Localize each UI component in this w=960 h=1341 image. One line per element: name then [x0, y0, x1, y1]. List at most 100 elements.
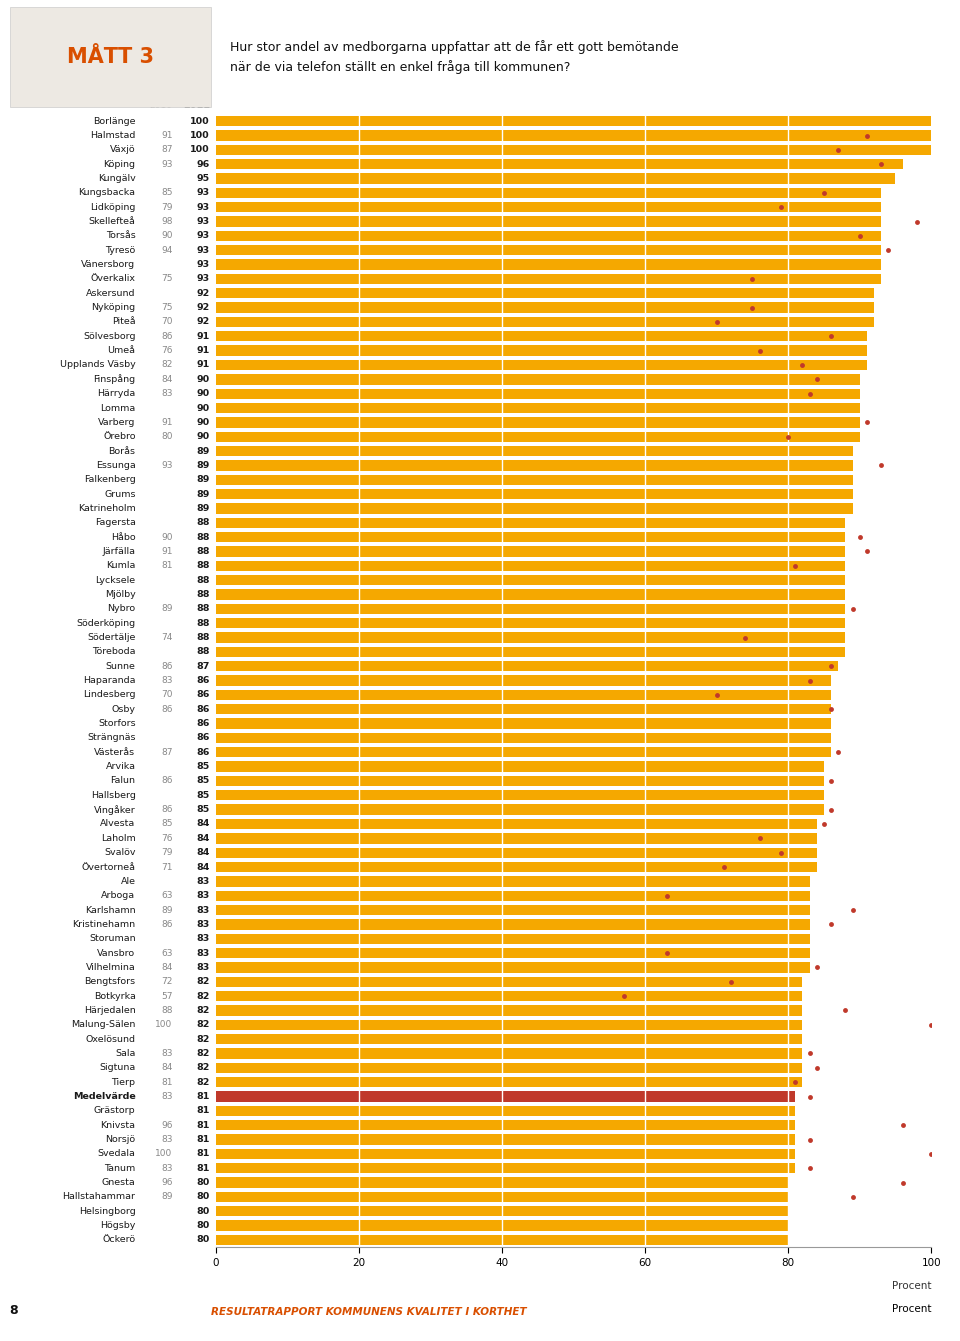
Bar [216, 532, 846, 542]
Text: Vänersborg: Vänersborg [82, 260, 135, 270]
Text: 88: 88 [196, 633, 210, 642]
Text: Nybro: Nybro [108, 605, 135, 613]
Bar [216, 719, 831, 728]
Text: Strängnäs: Strängnäs [87, 734, 135, 743]
Bar [216, 1134, 795, 1145]
Text: 91: 91 [197, 346, 210, 355]
Text: Södertälje: Södertälje [87, 633, 135, 642]
Text: 86: 86 [197, 676, 210, 685]
Text: 63: 63 [161, 892, 173, 900]
Bar [216, 933, 809, 944]
Text: Halmstad: Halmstad [90, 131, 135, 139]
Text: 96: 96 [161, 1121, 173, 1129]
Text: 83: 83 [161, 1049, 173, 1058]
Text: Malung-Sälen: Malung-Sälen [71, 1021, 135, 1030]
Bar [216, 919, 809, 929]
Text: Köping: Köping [104, 160, 135, 169]
Text: Lomma: Lomma [100, 404, 135, 413]
Text: 87: 87 [161, 145, 173, 154]
Text: Härryda: Härryda [97, 389, 135, 398]
Bar [216, 561, 846, 571]
Text: 88: 88 [196, 532, 210, 542]
Text: MÅТТ 3: MÅТТ 3 [67, 47, 154, 67]
Text: Kungsbacka: Kungsbacka [79, 188, 135, 197]
Bar [216, 359, 867, 370]
Bar [216, 575, 846, 585]
Text: 89: 89 [197, 461, 210, 469]
Text: Söderköping: Söderköping [77, 618, 135, 628]
Text: 92: 92 [197, 318, 210, 326]
Bar [216, 374, 860, 385]
Text: 80: 80 [197, 1235, 210, 1244]
Bar [216, 518, 846, 528]
Text: 93: 93 [197, 188, 210, 197]
Text: Svedala: Svedala [98, 1149, 135, 1159]
Text: 83: 83 [161, 1134, 173, 1144]
Text: 93: 93 [197, 275, 210, 283]
Bar [216, 905, 809, 915]
Text: 82: 82 [197, 1021, 210, 1030]
Text: 93: 93 [197, 217, 210, 227]
Bar [216, 1192, 788, 1202]
Text: Procent: Procent [892, 1281, 931, 1290]
Text: 84: 84 [161, 963, 173, 972]
Text: Kungälv: Kungälv [98, 174, 135, 182]
Text: 91: 91 [161, 418, 173, 426]
Text: 93: 93 [161, 461, 173, 469]
Text: Haparanda: Haparanda [83, 676, 135, 685]
Text: 90: 90 [197, 432, 210, 441]
Bar [216, 1062, 803, 1073]
Bar [216, 130, 931, 141]
Text: 89: 89 [197, 475, 210, 484]
Text: 90: 90 [197, 418, 210, 426]
Text: 100: 100 [190, 145, 210, 154]
Text: 88: 88 [161, 1006, 173, 1015]
Text: Arboga: Arboga [102, 892, 135, 900]
Bar [216, 732, 831, 743]
Bar [216, 676, 831, 685]
Text: 90: 90 [197, 375, 210, 384]
Bar [216, 245, 881, 255]
Text: Järfälla: Järfälla [103, 547, 135, 557]
Text: Hur stor andel av medborgarna uppfattar att de får ett gott bemötande
när de via: Hur stor andel av medborgarna uppfattar … [230, 40, 679, 74]
Text: 86: 86 [161, 805, 173, 814]
Bar [216, 1106, 795, 1116]
Bar [216, 890, 809, 901]
Text: 84: 84 [161, 375, 173, 384]
Text: 85: 85 [161, 188, 173, 197]
Bar [216, 1235, 788, 1246]
Bar [216, 948, 809, 959]
Text: Sölvesborg: Sölvesborg [83, 331, 135, 341]
Text: 75: 75 [161, 303, 173, 312]
Bar [216, 876, 809, 886]
Text: 98: 98 [161, 217, 173, 227]
Text: Grästorp: Grästorp [94, 1106, 135, 1116]
Bar [216, 833, 817, 843]
Bar [216, 288, 874, 299]
Bar [216, 689, 831, 700]
FancyBboxPatch shape [10, 7, 211, 107]
Text: Övertorneå: Övertorneå [82, 862, 135, 872]
Bar [216, 173, 896, 184]
Text: Medelvärde: Medelvärde [73, 1092, 135, 1101]
Text: 84: 84 [197, 834, 210, 843]
Text: 85: 85 [197, 762, 210, 771]
Text: Kristinehamn: Kristinehamn [72, 920, 135, 929]
Text: 88: 88 [196, 648, 210, 656]
Text: 93: 93 [197, 232, 210, 240]
Text: 83: 83 [197, 935, 210, 943]
Text: 82: 82 [197, 1063, 210, 1073]
Text: 88: 88 [196, 618, 210, 628]
Text: Nyköping: Nyköping [91, 303, 135, 312]
Text: Upplands Väsby: Upplands Väsby [60, 361, 135, 370]
Text: 86: 86 [161, 331, 173, 341]
Text: 86: 86 [197, 734, 210, 743]
Text: 82: 82 [197, 978, 210, 986]
Text: 84: 84 [197, 819, 210, 829]
Text: 76: 76 [161, 346, 173, 355]
Bar [216, 475, 852, 485]
Text: 80: 80 [197, 1192, 210, 1202]
Text: 57: 57 [161, 991, 173, 1000]
Text: 80: 80 [161, 432, 173, 441]
Text: 82: 82 [197, 1006, 210, 1015]
